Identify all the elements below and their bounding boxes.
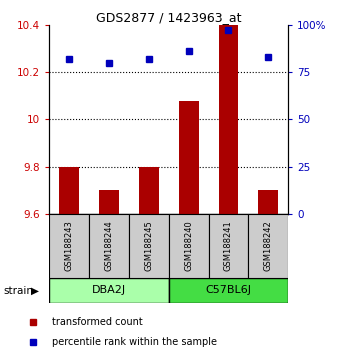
Text: GSM188241: GSM188241 — [224, 221, 233, 272]
Text: GSM188243: GSM188243 — [65, 221, 74, 272]
Text: percentile rank within the sample: percentile rank within the sample — [52, 337, 217, 347]
Bar — [99, 190, 119, 214]
Text: GSM188242: GSM188242 — [264, 221, 273, 272]
Title: GDS2877 / 1423963_at: GDS2877 / 1423963_at — [96, 11, 241, 24]
Bar — [209, 214, 248, 278]
Text: GSM188245: GSM188245 — [144, 221, 153, 272]
Bar — [258, 190, 278, 214]
Bar — [169, 278, 288, 303]
Bar — [219, 25, 238, 214]
Text: ▶: ▶ — [31, 286, 39, 296]
Bar — [169, 214, 209, 278]
Bar — [248, 214, 288, 278]
Bar — [59, 167, 79, 214]
Bar — [129, 214, 169, 278]
Text: strain: strain — [3, 286, 33, 296]
Bar — [89, 214, 129, 278]
Bar — [179, 101, 198, 214]
Bar — [49, 278, 169, 303]
Bar — [139, 167, 159, 214]
Text: transformed count: transformed count — [52, 318, 143, 327]
Bar — [49, 214, 89, 278]
Text: DBA2J: DBA2J — [92, 285, 126, 295]
Text: GSM188240: GSM188240 — [184, 221, 193, 272]
Text: C57BL6J: C57BL6J — [206, 285, 251, 295]
Text: GSM188244: GSM188244 — [105, 221, 114, 272]
